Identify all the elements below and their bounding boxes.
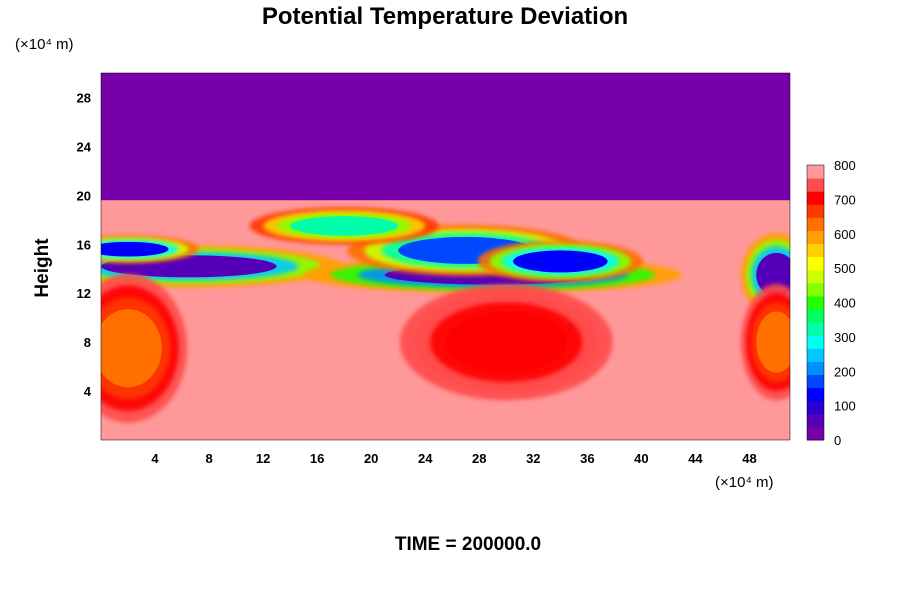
x-tick-label: 32 [526, 451, 540, 466]
colorbar-segment [807, 413, 824, 428]
x-tick-label: 48 [742, 451, 756, 466]
colorbar-tick-label: 700 [834, 192, 856, 207]
x-tick-label: 16 [310, 451, 324, 466]
colorbar-segment [807, 309, 824, 323]
colorbar-segment [807, 322, 824, 336]
colorbar-segment [807, 204, 824, 218]
y-tick-label: 28 [77, 90, 91, 105]
x-tick-label: 44 [688, 451, 703, 466]
y-tick-label: 12 [77, 286, 91, 301]
x-tick-label: 36 [580, 451, 594, 466]
colorbar-tick-label: 300 [834, 330, 856, 345]
plot-frame [100, 72, 791, 441]
colorbar-segment [807, 348, 824, 362]
colorbar-segment [807, 387, 824, 402]
colorbar-segment [807, 374, 824, 389]
colorbar-segment [807, 426, 824, 441]
plot-area [101, 73, 790, 440]
field-feature [101, 235, 199, 264]
field-features [101, 207, 790, 423]
colorbar-segment [807, 256, 824, 271]
x-tick-label: 24 [418, 451, 433, 466]
colorbar-tick-label: 0 [834, 433, 841, 448]
x-tick-labels: 4 8 12 16 20 24 28 32 36 40 44 48 [151, 451, 756, 466]
y-tick-label: 20 [77, 188, 91, 203]
colorbar-segment [807, 243, 824, 258]
colorbar [806, 164, 825, 441]
colorbar-tick-label: 200 [834, 364, 856, 379]
colorbar-tick-label: 800 [834, 158, 856, 173]
y-axis-unit: (×10⁴ m) [15, 36, 74, 53]
colorbar-tick-labels: 0 100 200 300 400 500 600 700 800 [834, 158, 856, 448]
colorbar-segment [807, 295, 824, 310]
colorbar-segment [807, 217, 824, 231]
time-annotation: TIME = 200000.0 [395, 534, 541, 555]
upper-layer [101, 73, 790, 201]
x-tick-label: 20 [364, 451, 378, 466]
x-axis-unit: (×10⁴ m) [715, 474, 774, 491]
y-tick-label: 24 [77, 139, 92, 154]
field-feature [249, 207, 439, 245]
x-tick-label: 28 [472, 451, 486, 466]
y-tick-label: 16 [77, 237, 91, 252]
colorbar-segment [807, 400, 824, 415]
y-tick-label: 4 [84, 384, 92, 399]
colorbar-segment [807, 282, 824, 297]
colorbar-segment [807, 269, 824, 284]
y-axis-label: Height [32, 238, 53, 298]
x-tick-label: 4 [151, 451, 159, 466]
field-feature [741, 284, 790, 401]
colorbar-segment [807, 361, 824, 376]
field-feature [399, 284, 613, 401]
colorbar-segment [807, 165, 824, 179]
colorbar-segment [807, 191, 824, 205]
colorbar-segment [807, 335, 824, 349]
y-tick-label: 8 [84, 335, 91, 350]
colorbar-tick-label: 100 [834, 399, 856, 414]
colorbar-tick-label: 600 [834, 227, 856, 242]
chart-title: Potential Temperature Deviation [262, 3, 628, 30]
colorbar-segment [807, 178, 824, 192]
x-tick-label: 8 [205, 451, 212, 466]
x-tick-label: 40 [634, 451, 648, 466]
y-tick-labels: 4 8 12 16 20 24 28 [77, 90, 92, 399]
colorbar-segment [807, 230, 824, 245]
x-tick-label: 12 [256, 451, 270, 466]
colorbar-frame [806, 164, 825, 441]
colorbar-tick-label: 500 [834, 261, 856, 276]
colorbar-tick-label: 400 [834, 296, 856, 311]
field-feature [477, 240, 644, 283]
field-feature [101, 273, 188, 423]
